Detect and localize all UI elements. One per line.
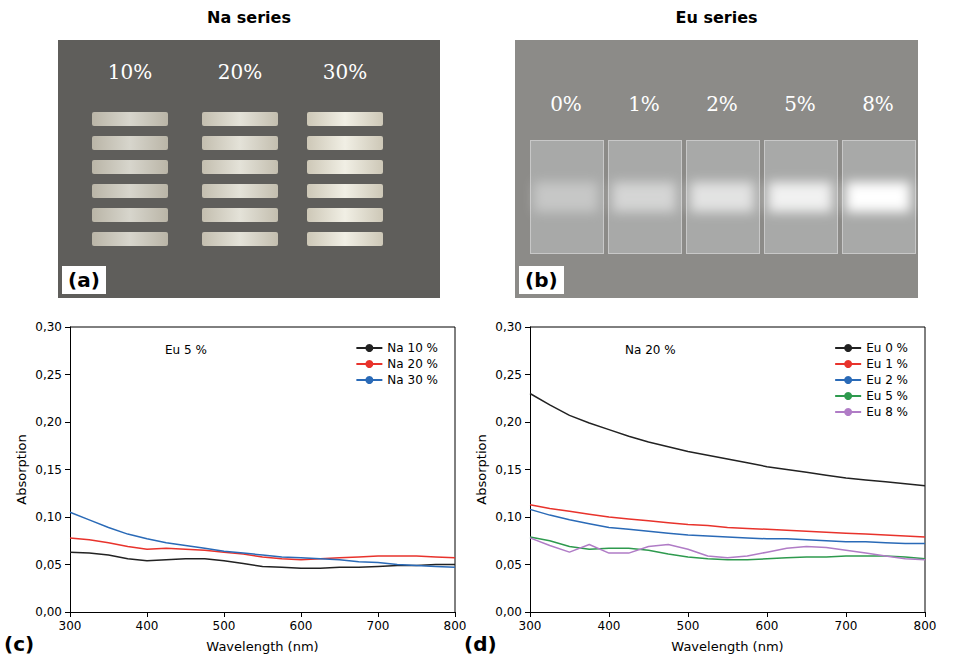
html-text:1%: 1% <box>628 92 660 116</box>
svg-text:300: 300 <box>59 619 82 633</box>
svg-text:400: 400 <box>136 619 159 633</box>
svg-text:Absorption: Absorption <box>474 434 489 504</box>
svg-text:0,30: 0,30 <box>495 320 522 334</box>
html-text:20%: 20% <box>217 60 263 84</box>
svg-text:0,15: 0,15 <box>35 463 62 477</box>
svg-text:0,30: 0,30 <box>35 320 62 334</box>
svg-text:600: 600 <box>290 619 313 633</box>
svg-text:0,10: 0,10 <box>35 510 62 524</box>
svg-text:Na 20 %: Na 20 % <box>625 343 676 357</box>
html-text:0%: 0% <box>550 92 582 116</box>
svg-text:Eu 1 %: Eu 1 % <box>866 357 908 371</box>
html-text:10%: 10% <box>107 60 153 84</box>
svg-text:Eu 8 %: Eu 8 % <box>866 405 908 419</box>
svg-text:Wavelength (nm): Wavelength (nm) <box>206 639 318 654</box>
svg-text:Na 10 %: Na 10 % <box>387 341 438 355</box>
svg-text:(d): (d) <box>464 632 497 656</box>
html-text:2%: 2% <box>706 92 738 116</box>
svg-text:Na 20 %: Na 20 % <box>387 357 438 371</box>
svg-text:(c): (c) <box>4 632 34 656</box>
svg-text:Eu 2 %: Eu 2 % <box>866 373 908 387</box>
svg-text:Eu 0 %: Eu 0 % <box>866 341 908 355</box>
svg-text:400: 400 <box>598 619 621 633</box>
svg-text:500: 500 <box>677 619 700 633</box>
svg-text:300: 300 <box>519 619 542 633</box>
html-text:5%: 5% <box>784 92 816 116</box>
svg-text:0,10: 0,10 <box>495 510 522 524</box>
svg-text:Absorption: Absorption <box>14 434 29 504</box>
svg-text:Eu 5 %: Eu 5 % <box>866 389 908 403</box>
svg-text:600: 600 <box>756 619 779 633</box>
html-text:Na series: Na series <box>207 8 291 27</box>
svg-text:0,05: 0,05 <box>495 558 522 572</box>
html-text:30%: 30% <box>322 60 368 84</box>
svg-text:0,25: 0,25 <box>495 368 522 382</box>
svg-text:800: 800 <box>914 619 937 633</box>
html-text:Eu series: Eu series <box>675 8 758 27</box>
svg-text:800: 800 <box>444 619 467 633</box>
html-text:(b): (b) <box>525 268 558 292</box>
svg-text:Wavelength (nm): Wavelength (nm) <box>671 639 783 654</box>
svg-text:0,00: 0,00 <box>495 605 522 619</box>
svg-text:500: 500 <box>213 619 236 633</box>
svg-text:0,05: 0,05 <box>35 558 62 572</box>
svg-text:Eu 5 %: Eu 5 % <box>165 343 207 357</box>
svg-text:0,20: 0,20 <box>495 415 522 429</box>
svg-text:0,25: 0,25 <box>35 368 62 382</box>
svg-text:0,15: 0,15 <box>495 463 522 477</box>
html-text:8%: 8% <box>862 92 894 116</box>
svg-text:700: 700 <box>367 619 390 633</box>
html-text:(a): (a) <box>68 268 100 292</box>
svg-text:700: 700 <box>835 619 858 633</box>
svg-text:Na 30 %: Na 30 % <box>387 373 438 387</box>
svg-text:0,20: 0,20 <box>35 415 62 429</box>
svg-text:0,00: 0,00 <box>35 605 62 619</box>
